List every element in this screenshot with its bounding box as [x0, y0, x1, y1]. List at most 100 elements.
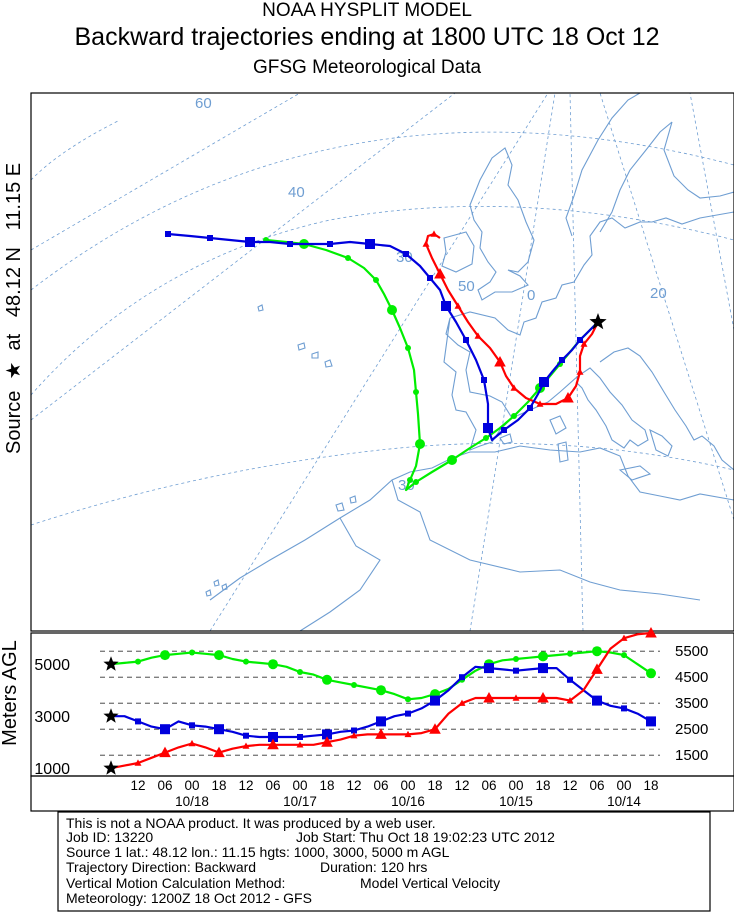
trajectory-point [415, 439, 425, 449]
time-axis-frame [30, 775, 734, 812]
trajectory-point [430, 230, 438, 237]
height-point [135, 658, 141, 665]
height-point [375, 728, 387, 739]
info-box-frame [57, 811, 711, 912]
coastline [221, 583, 228, 591]
x-hour-tick-label: 06 [481, 778, 496, 793]
height-panel-frame [30, 632, 734, 777]
height-point [430, 695, 440, 706]
trajectory-point [559, 357, 565, 363]
height-point [566, 697, 574, 704]
longitude-line [599, 93, 734, 521]
height-point [189, 722, 195, 729]
start-star-icon [103, 656, 119, 671]
start-star-icon [103, 760, 119, 775]
coastline [565, 93, 641, 237]
latitude-line [60, 93, 300, 94]
map-grid-labels: 60 40 30 50 0 20 30 [195, 95, 667, 494]
trajectory-point [441, 301, 451, 311]
coastline [557, 441, 569, 463]
trajectory-point [413, 479, 419, 485]
height-point [429, 723, 441, 734]
info-direction: Trajectory Direction: Backward [66, 859, 257, 875]
map-coastlines [205, 93, 734, 631]
trajectory-point [580, 340, 588, 347]
height-point [189, 649, 195, 656]
height-point [513, 656, 519, 662]
x-date-tick-label: 10/14 [607, 794, 641, 809]
height-point [134, 759, 142, 766]
x-hour-tick-label: 06 [589, 778, 604, 793]
height-point [188, 739, 196, 747]
grid-label: 40 [288, 184, 305, 201]
x-hour-tick-label: 12 [454, 778, 469, 793]
x-hour-tick-label: 06 [373, 778, 388, 793]
height-point [297, 669, 303, 675]
coastline [349, 495, 357, 504]
x-hour-tick-label: 06 [157, 778, 172, 793]
coastline [299, 517, 381, 631]
coastline [441, 231, 475, 273]
x-hour-tick-label: 18 [211, 778, 226, 793]
x-hour-tick-label: 18 [427, 778, 442, 793]
height-point [213, 746, 225, 758]
x-hour-tick-label: 18 [643, 778, 658, 793]
trajectory-point [510, 384, 518, 391]
height-gridlines [100, 650, 660, 756]
height-point [376, 685, 386, 696]
x-hour-tick-label: 12 [562, 778, 577, 793]
height-point [620, 634, 628, 641]
trajectory-point [387, 305, 397, 315]
y-right-tick-label: 1500 [675, 747, 708, 764]
trajectory-point [577, 337, 583, 343]
y-right-tick-label: 4500 [675, 669, 708, 686]
info-job-id: Job ID: 13220 [66, 829, 154, 845]
longitude-line [469, 93, 556, 631]
trajectory-point [165, 231, 171, 237]
height-point [405, 696, 411, 703]
trajectory-point [454, 302, 462, 309]
y-left-tick-label: 5000 [34, 657, 70, 674]
trajectory-paths [165, 230, 607, 492]
trajectory-point [245, 237, 255, 247]
height-point [483, 692, 495, 703]
coastline [257, 304, 264, 312]
height-point [484, 663, 494, 674]
trajectory-point [539, 377, 549, 387]
trajectory-point [527, 405, 533, 411]
height-point [645, 627, 657, 638]
x-hour-tick-label: 00 [184, 778, 199, 793]
longitude-line [689, 93, 734, 331]
coastline [663, 121, 734, 199]
trajectory-point [403, 251, 409, 257]
trajectory-point [413, 389, 419, 395]
height-point [160, 724, 170, 735]
coastline [511, 367, 649, 449]
x-hour-tick-label: 06 [265, 778, 280, 793]
trajectory-point [501, 427, 507, 433]
height-point [376, 716, 386, 727]
grid-label: 0 [527, 287, 535, 304]
height-point [459, 674, 465, 681]
trajectory-point [463, 337, 469, 343]
coastline [549, 415, 567, 435]
info-vertical-method-value: Model Vertical Velocity [360, 875, 501, 891]
trajectory-point [536, 400, 544, 407]
x-hour-tick-label: 00 [400, 778, 415, 793]
trajectory-point [405, 345, 411, 351]
trajectory-point [494, 356, 506, 367]
height-point [621, 705, 627, 712]
trajectory-point [483, 423, 493, 433]
x-hour-tick-label: 12 [346, 778, 361, 793]
x-date-tick-label: 10/18 [175, 794, 209, 809]
height-point [592, 646, 602, 657]
trajectory-point [207, 235, 213, 241]
height-point [268, 659, 278, 670]
height-point [538, 651, 548, 662]
source-star-icon [589, 313, 607, 330]
x-date-tick-label: 10/16 [391, 794, 425, 809]
height-point [160, 650, 170, 661]
longitude-line [31, 93, 456, 421]
trajectory-point [365, 239, 375, 249]
